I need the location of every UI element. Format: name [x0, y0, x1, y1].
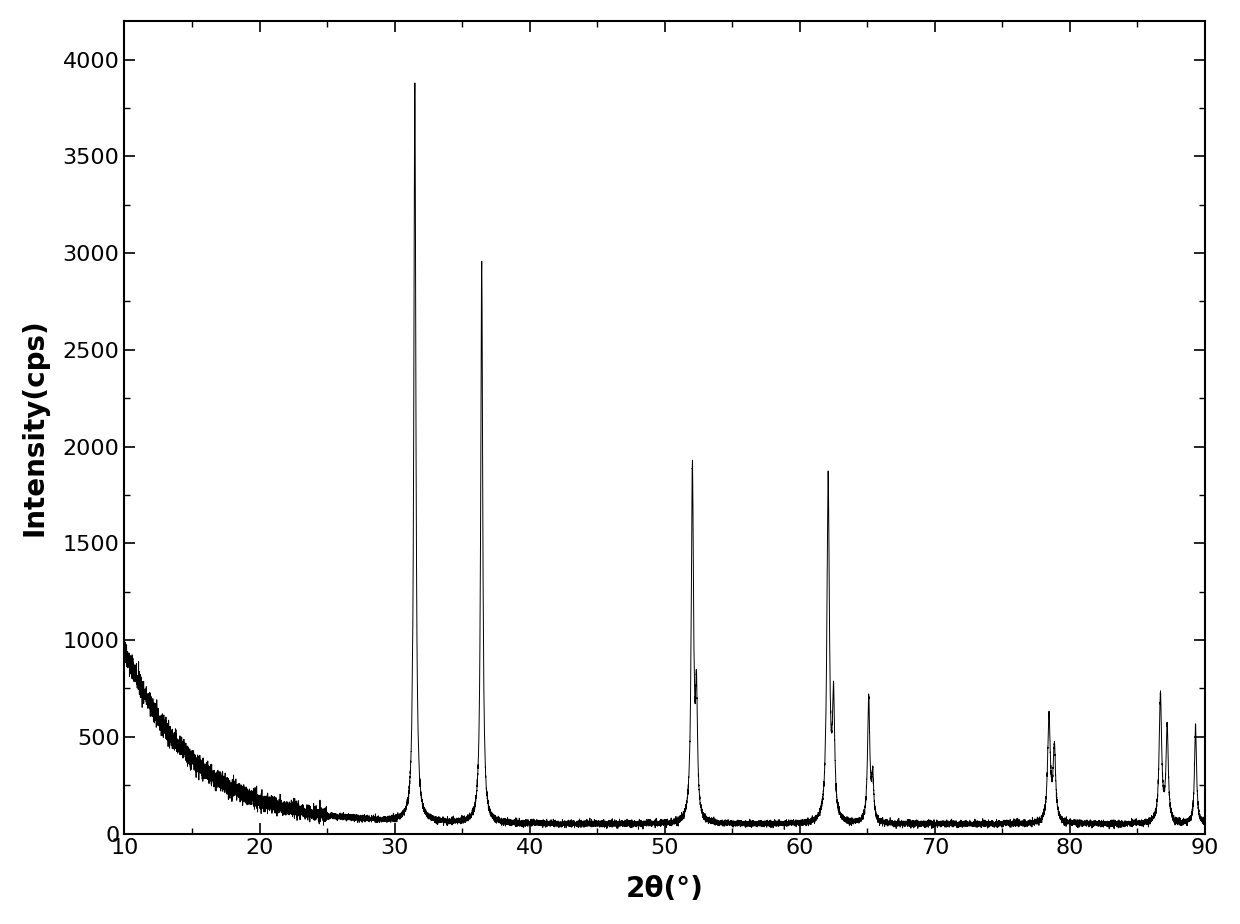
X-axis label: 2θ(°): 2θ(°) [626, 875, 703, 903]
Y-axis label: Intensity(cps): Intensity(cps) [21, 319, 48, 536]
